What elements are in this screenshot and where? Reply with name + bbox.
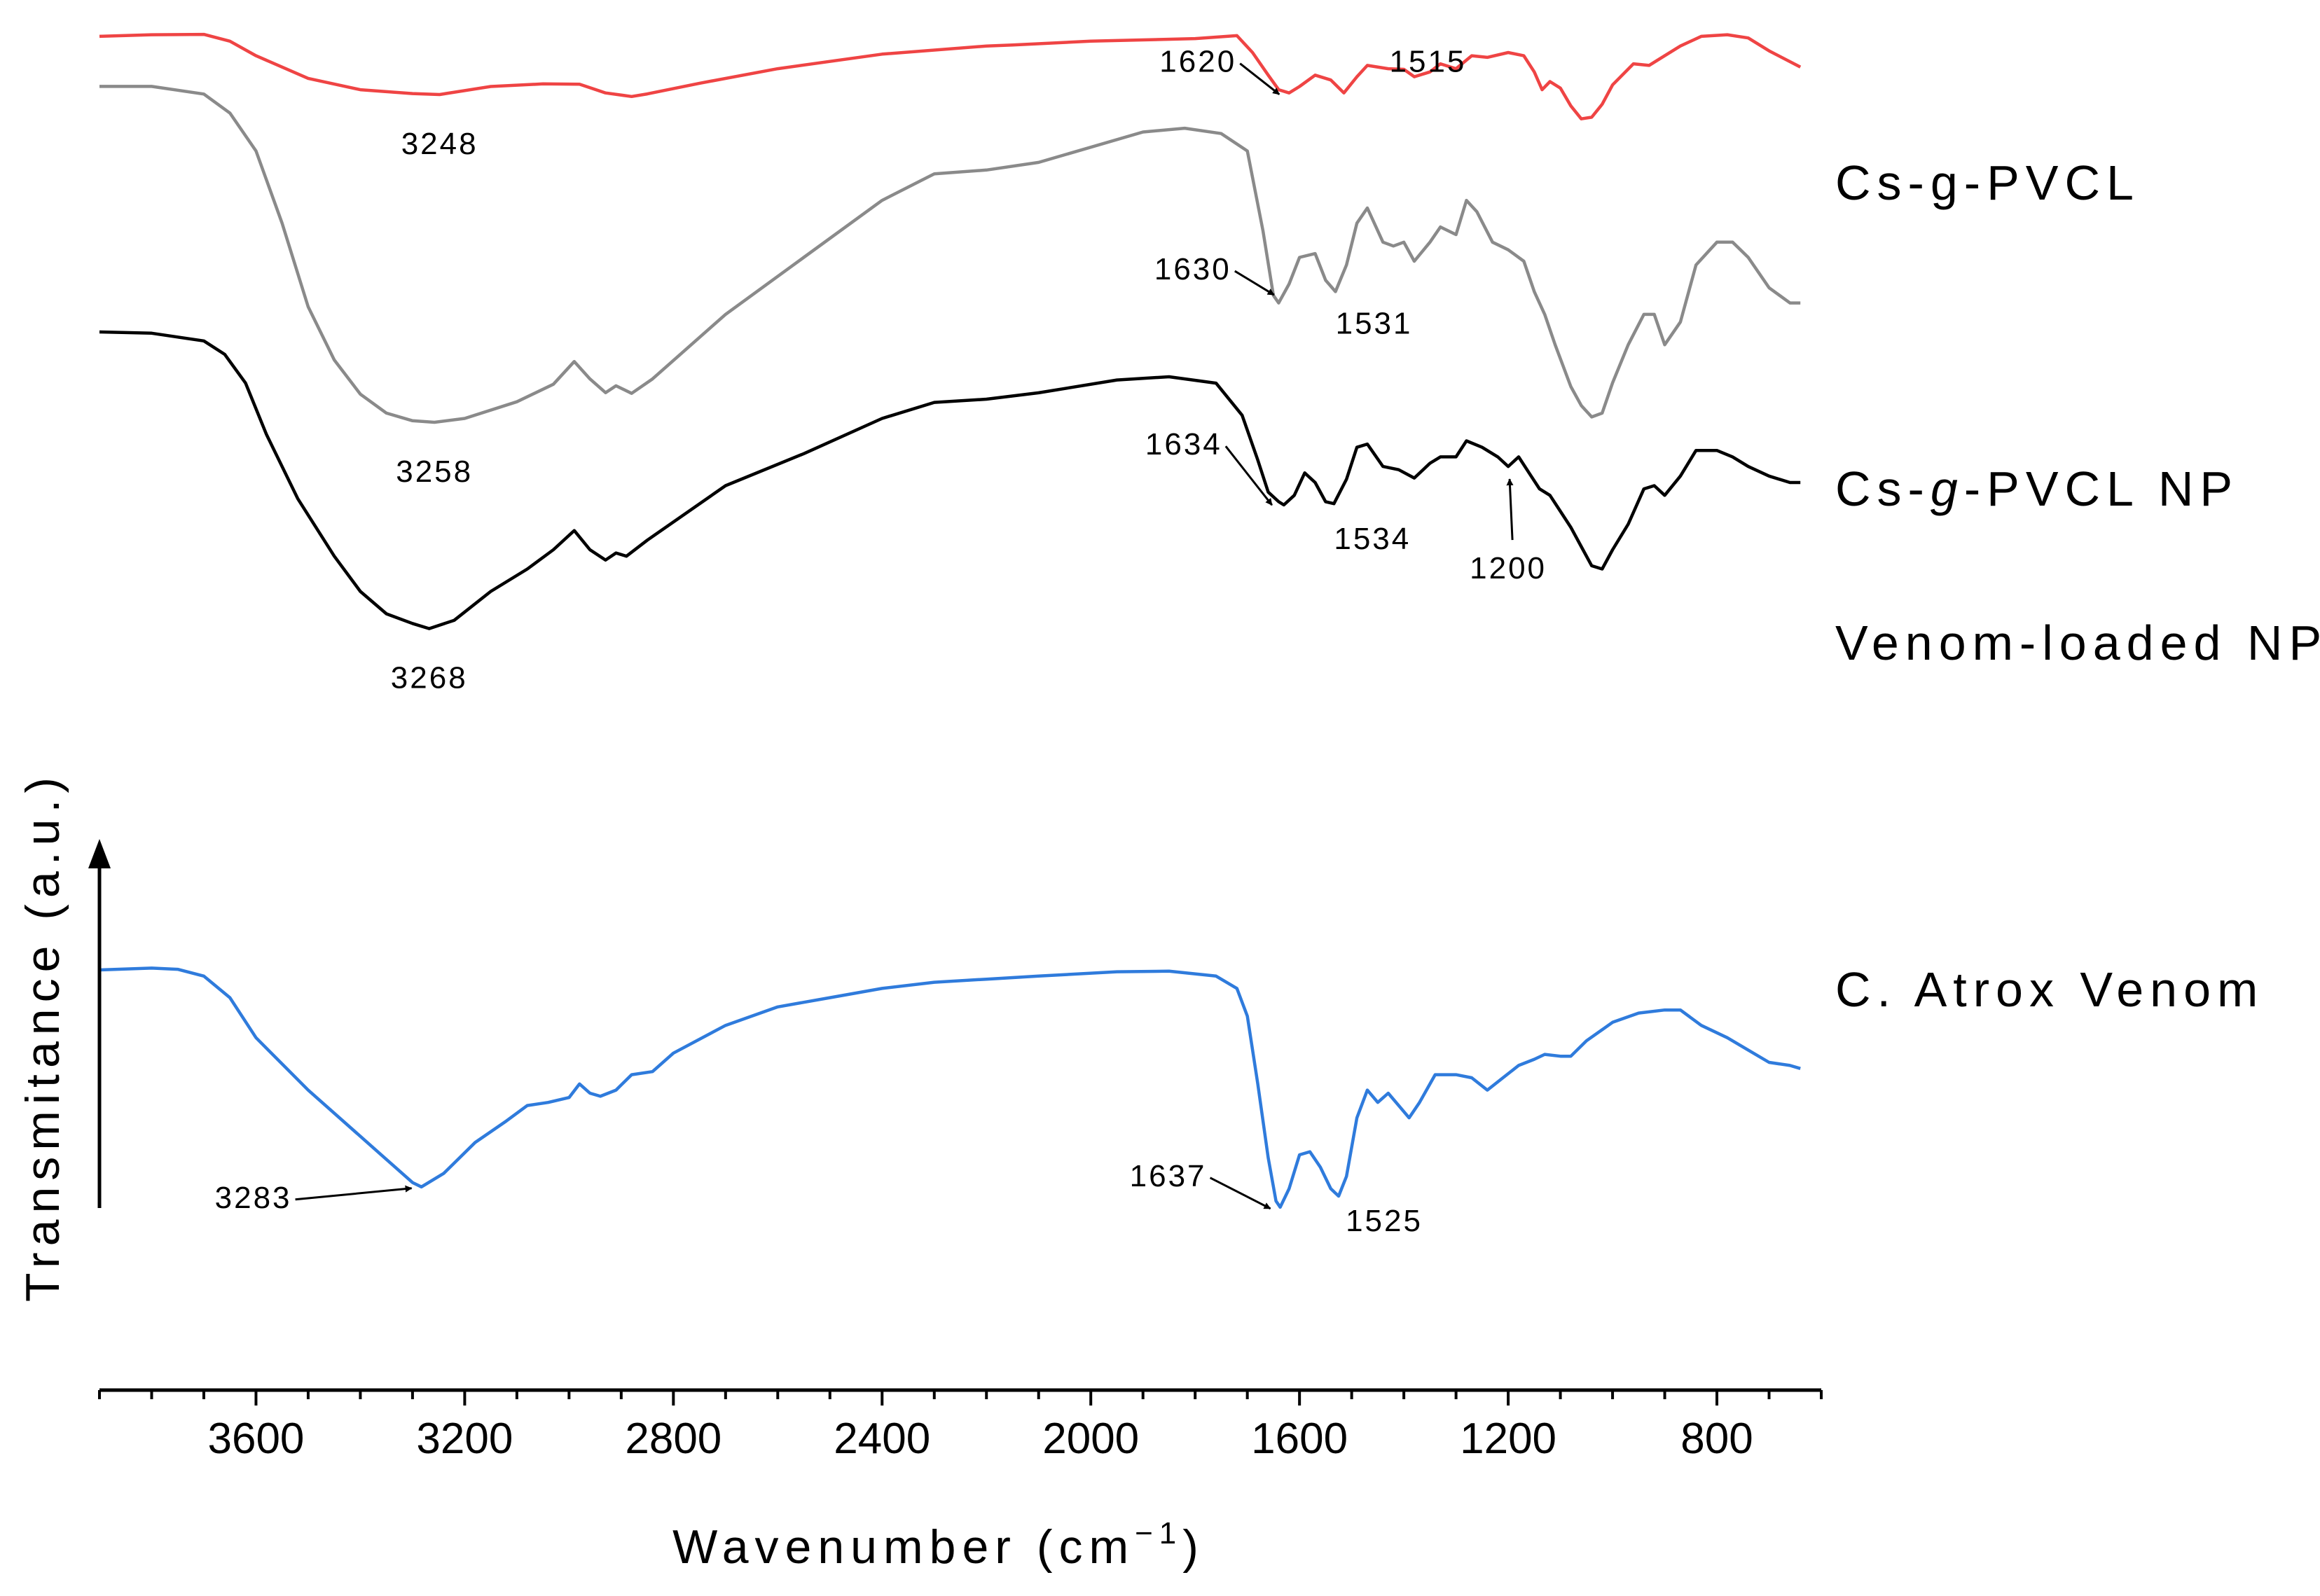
series-line-cs-g-pvcl [99,32,1802,120]
y-axis-title-group: Transmitance (a.u.) [16,771,111,1302]
x-tick-label: 2400 [834,1415,930,1463]
x-axis-title-close: ) [1182,1520,1205,1574]
peak-label: 1525 [1346,1204,1423,1238]
x-tick-label: 800 [1680,1415,1753,1463]
x-axis-title-superscript: −1 [1135,1516,1182,1550]
x-tick-label: 3200 [416,1415,513,1463]
peak-arrow-icon [1506,478,1514,541]
x-tick-label: 1200 [1460,1415,1556,1463]
peak-label: 1630 [1154,252,1231,286]
peak-arrow-icon [1224,445,1273,506]
x-tick-label: 1600 [1251,1415,1348,1463]
peak-label: 1515 [1390,45,1467,79]
x-tick-label: 2800 [625,1415,721,1463]
x-tick-label: 2000 [1042,1415,1139,1463]
x-axis: 3600 3200 2800 2400 2000 1600 1200 800 [98,1388,1823,1463]
series-label: Cs-g-PVCL [1835,155,2140,210]
series-layer [99,32,1802,1209]
series-line-venom-loaded-np [99,330,1801,630]
series-label: Venom-loaded NP [1835,616,2320,670]
series-line-cs-g-pvcl-np [99,85,1801,424]
peak-label: 1637 [1130,1159,1207,1193]
peak-label: 1634 [1145,427,1222,462]
peak-label: 1620 [1159,45,1236,79]
peak-arrow-icon [1209,1177,1271,1210]
y-axis-title: Transmitance (a.u.) [16,771,69,1302]
peak-label: 3283 [215,1181,292,1215]
peak-arrow-icon [1239,62,1280,95]
peak-label: 1531 [1336,306,1413,340]
x-axis-title-main: Wavenumber (cm [672,1520,1135,1574]
series-line-c-atrox-venom [99,966,1801,1209]
peak-arrow-icon [295,1185,413,1201]
series-label: C. Atrox Venom [1835,962,2264,1017]
peak-arrow-icon [1234,270,1275,296]
x-axis-title: Wavenumber (cm−1) [672,1516,1205,1574]
peak-label: 1534 [1334,522,1411,556]
series-labels: Cs-g-PVCL Cs-g-PVCL NP Venom-loaded NP C. A… [1835,155,2320,1017]
peak-label: 3268 [391,661,468,695]
y-axis-arrowhead-icon [88,839,111,868]
x-tick-label: 3600 [207,1415,304,1463]
peak-label: 3258 [396,454,473,489]
peak-label: 1200 [1470,551,1547,585]
series-label: Cs-g-PVCL NP [1835,462,2239,516]
peak-label: 3248 [401,127,478,161]
x-axis-title-group: Wavenumber (cm−1) [672,1516,1205,1574]
peak-annotations: 3248 1620 1515 3258 1630 1531 3268 1634 1534 1200… [215,45,1547,1238]
